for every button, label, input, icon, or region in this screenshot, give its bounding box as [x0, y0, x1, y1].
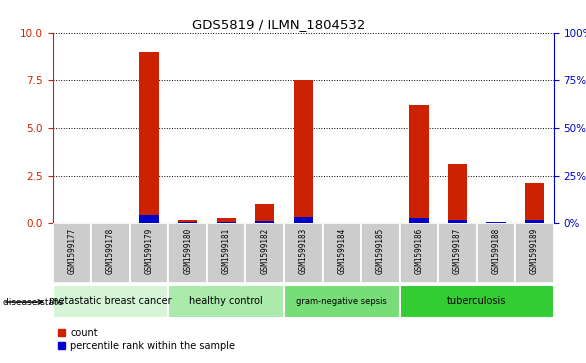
Text: GSM1599177: GSM1599177: [67, 228, 77, 274]
Bar: [486, 222, 506, 223]
Bar: [448, 220, 467, 223]
Bar: [255, 221, 274, 223]
Bar: [525, 220, 544, 223]
Text: disease state: disease state: [3, 298, 63, 306]
Text: GSM1599178: GSM1599178: [106, 228, 115, 274]
Bar: [178, 222, 197, 223]
Bar: [294, 217, 313, 223]
Bar: [322, 223, 361, 283]
Bar: [448, 164, 467, 223]
Bar: [255, 204, 274, 223]
Bar: [284, 223, 322, 283]
Text: metastatic breast cancer: metastatic breast cancer: [49, 296, 172, 306]
Bar: [400, 285, 554, 318]
Bar: [168, 223, 207, 283]
Bar: [284, 285, 400, 318]
Bar: [53, 285, 168, 318]
Text: tuberculosis: tuberculosis: [447, 296, 506, 306]
Text: GSM1599186: GSM1599186: [414, 228, 423, 274]
Bar: [438, 223, 476, 283]
Bar: [217, 222, 236, 223]
Text: GSM1599179: GSM1599179: [145, 228, 154, 274]
Text: GSM1599183: GSM1599183: [299, 228, 308, 274]
Bar: [515, 223, 554, 283]
Text: gram-negative sepsis: gram-negative sepsis: [297, 297, 387, 306]
Text: GSM1599184: GSM1599184: [338, 228, 346, 274]
Bar: [168, 285, 284, 318]
Bar: [217, 217, 236, 223]
Text: GSM1599187: GSM1599187: [453, 228, 462, 274]
Bar: [525, 183, 544, 223]
Text: GSM1599188: GSM1599188: [492, 228, 500, 274]
Bar: [361, 223, 400, 283]
Bar: [130, 223, 168, 283]
Bar: [207, 223, 246, 283]
Text: GSM1599189: GSM1599189: [530, 228, 539, 274]
Text: healthy control: healthy control: [189, 296, 263, 306]
Bar: [409, 217, 428, 223]
Bar: [400, 223, 438, 283]
Text: GSM1599182: GSM1599182: [260, 228, 269, 274]
Text: GSM1599181: GSM1599181: [222, 228, 231, 274]
Bar: [246, 223, 284, 283]
Title: GDS5819 / ILMN_1804532: GDS5819 / ILMN_1804532: [192, 19, 365, 32]
Bar: [178, 220, 197, 223]
Bar: [53, 223, 91, 283]
Bar: [409, 105, 428, 223]
Bar: [476, 223, 515, 283]
Text: GSM1599180: GSM1599180: [183, 228, 192, 274]
Bar: [139, 52, 159, 223]
Bar: [139, 215, 159, 223]
Legend: count, percentile rank within the sample: count, percentile rank within the sample: [57, 328, 235, 351]
Bar: [91, 223, 130, 283]
Text: GSM1599185: GSM1599185: [376, 228, 385, 274]
Bar: [294, 80, 313, 223]
